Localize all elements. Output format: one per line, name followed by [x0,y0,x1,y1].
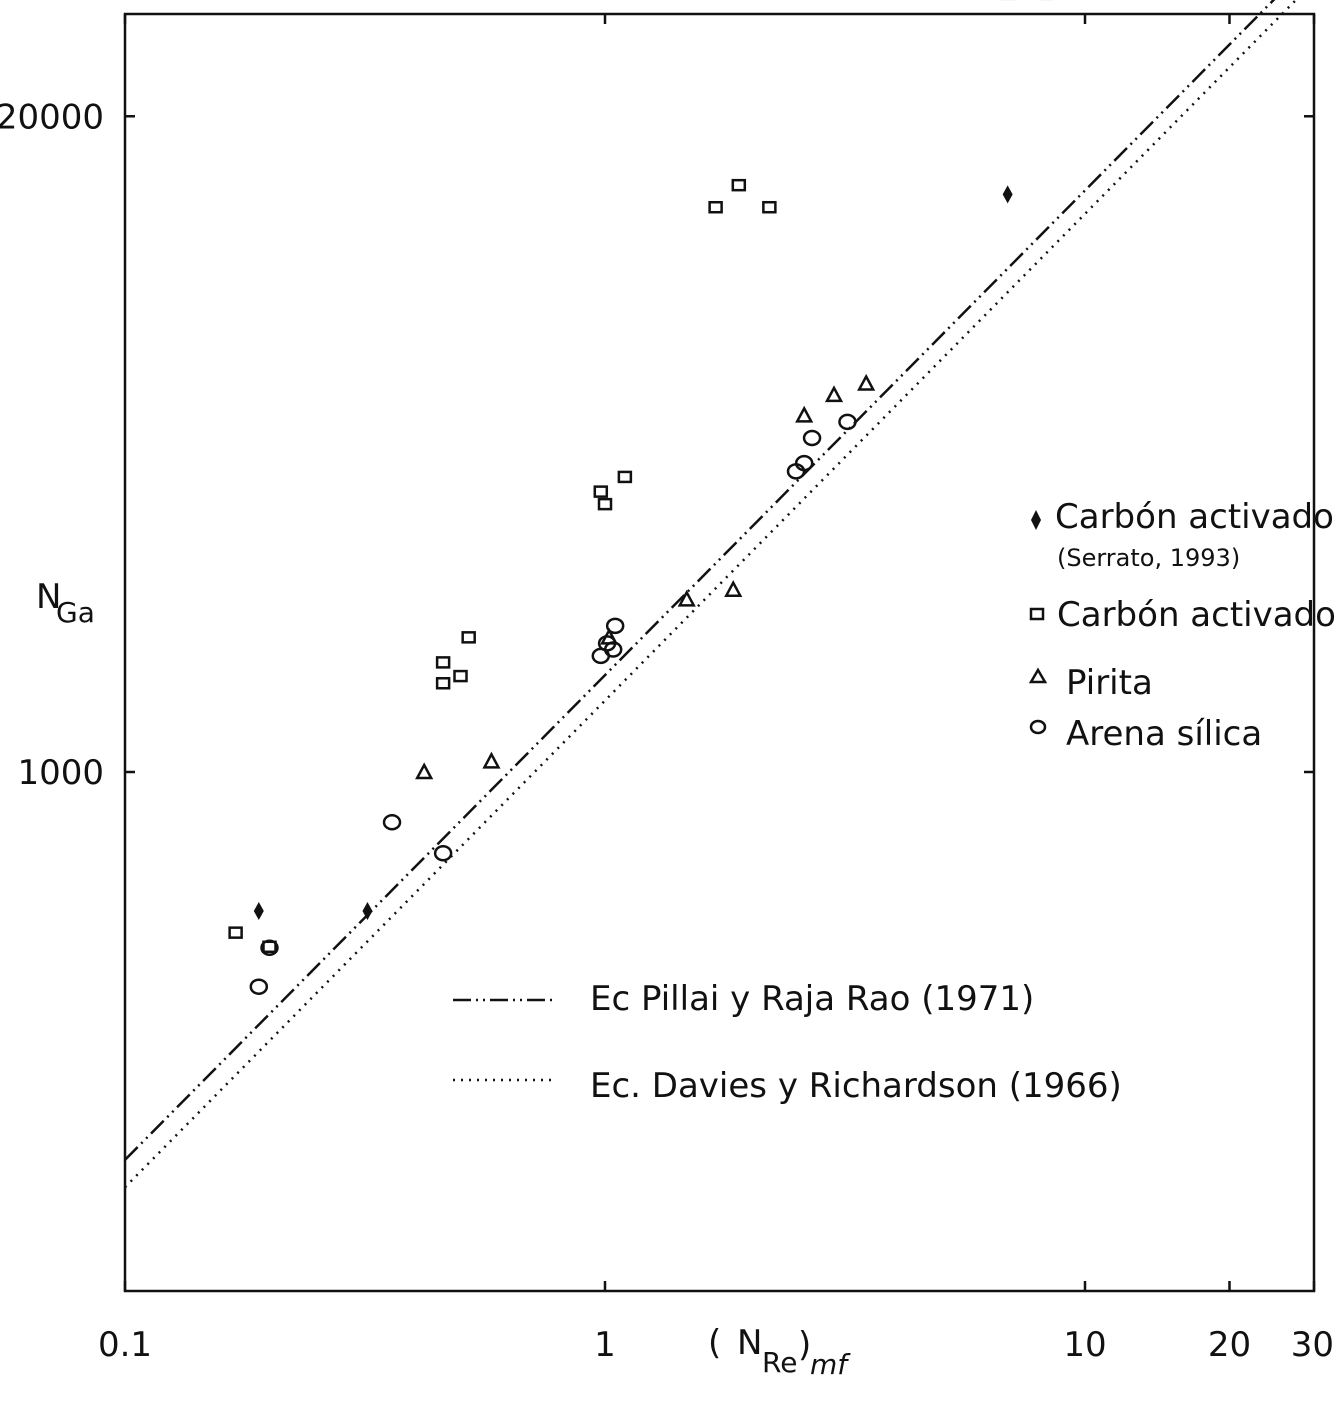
data-point-circle [794,454,814,472]
x-tick-label: 0.1 [98,1325,152,1365]
data-point-triangle [415,762,434,780]
x-axis-title-main: N [737,1323,762,1363]
square-marker-icon [1029,607,1045,621]
circle-marker-icon [1029,719,1047,735]
data-point-square [708,200,723,214]
data-point-diamond [1002,185,1013,204]
data-point-square [762,200,777,214]
data-point-circle [838,413,857,431]
legend-item-davies: Ec. Davies y Richardson (1966) [453,1066,1122,1106]
data-point-square [597,497,613,511]
data-point-triangle [677,589,696,607]
x-axis-title: ( N Re ) mf [708,1323,851,1381]
diamond-marker-icon [1031,510,1041,530]
legend-label-note: (Serrato, 1993) [1057,544,1240,572]
data-point-square [228,926,243,939]
data-point-triangle [724,580,743,597]
x-axis-ticks: 0.1 1 10 20 30 [98,14,1334,1365]
pillai-raja-rao-line [124,0,1276,1161]
y-tick-label: 20000 [0,97,104,137]
data-point-circle [433,844,453,862]
legend-label: Pirita [1066,663,1153,703]
legend-item-arena: Arena sílica [1029,714,1262,754]
x-tick-label: 1 [594,1325,616,1365]
legend-label: Arena sílica [1066,714,1262,754]
y-axis-title: N Ga [36,577,95,629]
data-point-square [435,656,451,669]
data-point-triangle [482,751,501,769]
fit-lines [124,0,1298,1189]
legend-item-carbon: Carbón activado [1029,595,1336,635]
data-point-circle [802,429,822,447]
x-axis-title-open-paren: ( [708,1323,721,1363]
x-tick-label: 10 [1063,1325,1106,1365]
data-point-square [593,485,609,498]
data-point-triangle [824,385,844,403]
data-point-square [435,677,451,690]
line-legend: Ec Pillai y Raja Rao (1971) Ec. Davies y… [453,979,1122,1106]
legend-label: Carbón activado [1057,595,1336,635]
data-point-circle [382,813,402,831]
y-axis-title-main: N [36,577,61,617]
legend-label: Carbón activado [1055,497,1334,537]
legend-label: Ec. Davies y Richardson (1966) [590,1066,1122,1106]
data-point-square [461,631,476,644]
data-point-triangle [795,405,814,423]
data-point-square [617,470,633,484]
plot-frame [123,12,1316,1293]
y-axis-title-subscript: Ga [56,596,95,629]
x-axis-title-subscript-mf: mf [810,1348,851,1381]
legend-item-pillai: Ec Pillai y Raja Rao (1971) [453,979,1034,1019]
data-point-square [262,940,277,954]
data-point-circle [249,978,269,995]
data-point-circle [603,641,623,658]
data-point-square [453,669,468,683]
legend-label: Ec Pillai y Raja Rao (1971) [590,979,1034,1019]
data-point-triangle [857,373,876,391]
data-point-circle [260,939,279,957]
data-markers [228,0,1054,995]
x-axis-title-subscript: Re [762,1346,797,1379]
triangle-marker-icon [1028,667,1048,684]
x-axis-title-close-paren: ) [798,1325,811,1365]
data-point-circle [605,617,625,635]
x-tick-label: 30 [1291,1325,1334,1365]
legend-item-carbon-serrato: Carbón activado (Serrato, 1993) [1031,497,1334,572]
data-point-diamond [253,901,264,920]
data-point-square [731,178,747,192]
x-tick-label: 20 [1208,1325,1251,1365]
data-point-diamond [362,901,373,920]
marker-legend: Carbón activado (Serrato, 1993) Carbón a… [1028,497,1336,754]
y-tick-label: 1000 [17,753,104,793]
legend-item-pirita: Pirita [1028,663,1153,703]
